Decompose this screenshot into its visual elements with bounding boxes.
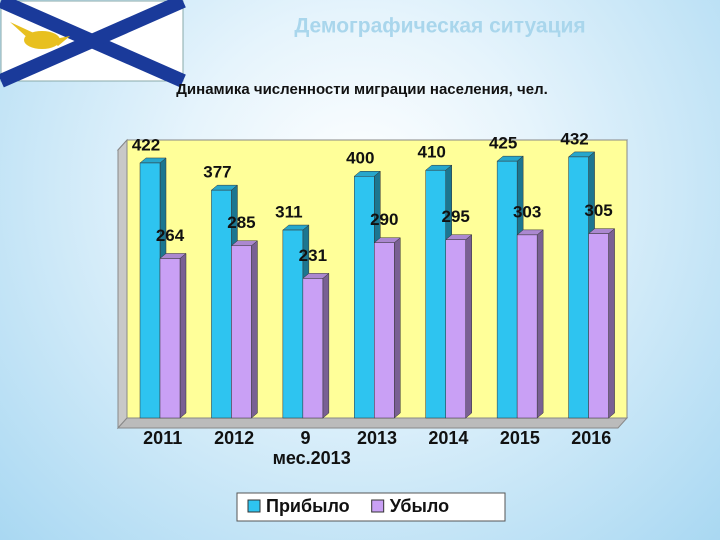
x-tick-label: 2015: [499, 428, 540, 448]
bar: [231, 245, 252, 419]
x-tick-label: 2013: [356, 428, 398, 448]
data-label: 410: [418, 143, 446, 162]
data-label: 432: [560, 129, 588, 148]
data-label: 264: [156, 226, 185, 245]
legend-swatch: [371, 499, 385, 513]
x-tick-label: 2012: [214, 428, 255, 448]
legend-swatch: [247, 499, 261, 513]
bar: [568, 156, 589, 419]
bar: [496, 160, 518, 419]
legend-box: [236, 492, 506, 522]
plot-floor: [116, 417, 629, 429]
chart-title: Демографическая ситуация: [294, 15, 585, 38]
data-label: 295: [442, 207, 470, 226]
data-label: 311: [275, 203, 302, 222]
bar-side: [179, 252, 187, 419]
bar-side: [536, 229, 544, 419]
bar: [588, 233, 609, 419]
bar: [374, 242, 395, 419]
data-label: 305: [584, 201, 612, 220]
bar: [159, 258, 181, 419]
x-tick-label: 9 мес.2013: [272, 428, 351, 468]
data-label: 377: [203, 163, 231, 182]
bar: [139, 162, 161, 419]
bar-side: [322, 272, 330, 419]
data-label: 231: [299, 246, 327, 265]
x-tick-label: 2011: [143, 428, 183, 448]
legend-label: Прибыло: [266, 496, 350, 516]
data-label: 425: [489, 134, 517, 153]
bar: [445, 239, 466, 419]
data-label: 285: [227, 213, 255, 232]
bar-side: [394, 237, 401, 419]
plot-side: [117, 138, 128, 430]
bar: [516, 234, 538, 419]
x-tick-label: 2014: [428, 428, 469, 448]
x-tick-label: 2016: [571, 428, 612, 448]
bar-side: [251, 240, 258, 419]
bar-side: [608, 228, 615, 419]
flag: [0, 0, 186, 88]
chart-subtitle: Динамика численности миграции населения,…: [176, 81, 548, 98]
bar-side: [465, 234, 472, 419]
data-label: 290: [370, 210, 398, 229]
bar: [302, 278, 324, 419]
data-label: 303: [513, 202, 541, 221]
legend-label: Убыло: [390, 496, 449, 516]
data-label: 400: [346, 149, 374, 168]
data-label: 422: [132, 135, 160, 154]
